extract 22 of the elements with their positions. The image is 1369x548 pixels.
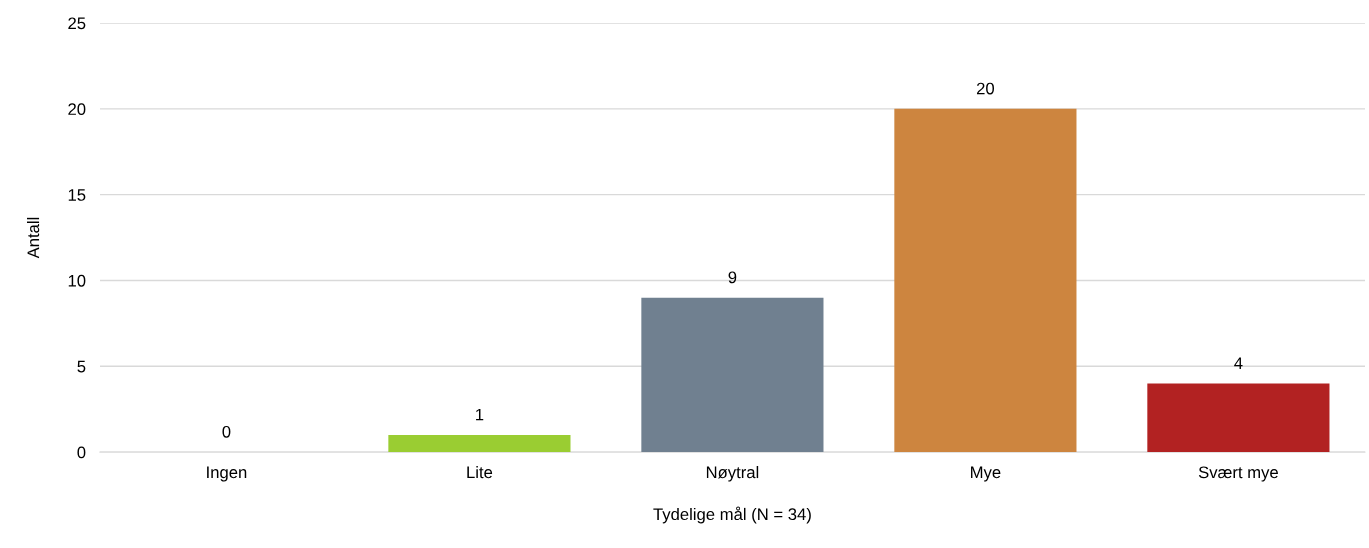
y-axis-title: Antall bbox=[26, 217, 40, 259]
bar bbox=[641, 297, 824, 453]
y-tick-label: 20 bbox=[68, 103, 86, 116]
x-tick-label: Nøytral bbox=[706, 465, 759, 482]
x-tick-label: Ingen bbox=[207, 466, 247, 482]
bar bbox=[1147, 383, 1330, 453]
y-tick-label: 0 bbox=[77, 446, 86, 459]
bar bbox=[388, 434, 571, 453]
y-tick-label: 5 bbox=[77, 360, 86, 373]
x-axis-title: Tydelige mål (N = 34) bbox=[653, 506, 811, 524]
data-label: 1 bbox=[476, 408, 484, 421]
data-label: 9 bbox=[728, 271, 737, 284]
y-tick-label: 10 bbox=[68, 274, 86, 287]
y-tick-label: 25 bbox=[68, 17, 86, 30]
data-label: 20 bbox=[976, 82, 995, 95]
data-label: 0 bbox=[222, 425, 231, 438]
data-label: 4 bbox=[1234, 357, 1243, 369]
x-tick-label: Lite bbox=[467, 465, 493, 479]
bar bbox=[894, 108, 1077, 453]
y-tick-label: 15 bbox=[68, 189, 86, 201]
x-tick-label: Svært mye bbox=[1198, 466, 1278, 482]
x-tick-label: Mye bbox=[971, 466, 1001, 482]
